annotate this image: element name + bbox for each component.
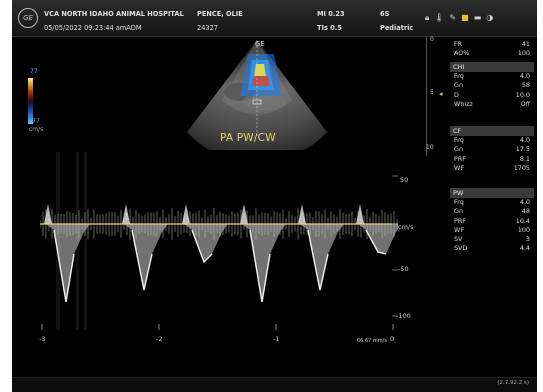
- param-row: Gn 48: [454, 207, 530, 216]
- patient-id: 24327: [197, 24, 218, 32]
- param-row: D 10.0: [454, 90, 530, 99]
- param-row: SV 3: [454, 235, 530, 244]
- beat-envelope: [53, 229, 75, 303]
- depth-label-0: 0: [430, 36, 434, 43]
- depth-scale: [426, 36, 437, 156]
- folder-icon[interactable]: ■: [461, 13, 469, 22]
- mi-value: MI 0.23: [317, 10, 345, 18]
- battery-icon[interactable]: ▬: [473, 13, 482, 22]
- beat-envelope: [365, 229, 387, 255]
- left-frame: [0, 0, 12, 392]
- doppler-beat: [184, 224, 228, 262]
- doppler-beat: [46, 224, 90, 302]
- beat-spike: [182, 204, 190, 224]
- depth-label-10: 10: [426, 144, 434, 151]
- time-label-0: 0: [390, 335, 395, 343]
- header-icons: 🔒︎ 🌡︎ ✎ ■ ▬ ◑: [425, 13, 493, 23]
- beat-spike: [356, 204, 364, 224]
- param-row: PRF 8.1: [454, 154, 530, 163]
- chi-params-panel: CHI Frq 4.0 Gn 58 D 10.0 Whizz Off: [450, 62, 534, 109]
- power-icon[interactable]: ◑: [486, 13, 494, 22]
- param-row: Frq 4.0: [454, 136, 530, 144]
- cf-params-panel: CF Frq 4.0 Gn 17.5 PRF 8.1 WF 1705: [450, 126, 534, 173]
- spectral-doppler-trace: [40, 152, 398, 330]
- time-label-minus2: -2: [156, 335, 163, 343]
- probe-name: 6S: [380, 10, 390, 18]
- doppler-beat: [124, 224, 168, 290]
- param-row: WF 1705: [454, 163, 530, 172]
- velocity-label-minus100: -100: [396, 312, 411, 320]
- param-row: WF 100: [454, 225, 530, 234]
- doppler-beat: [300, 224, 344, 290]
- sweep-speed: 66.67 mm/s: [357, 338, 387, 344]
- software-version: (2.7.92.2 s): [497, 380, 529, 386]
- colorbar-unit: cm/s: [29, 126, 44, 133]
- lock-icon[interactable]: 🔒︎: [425, 13, 430, 22]
- param-row: Gn 58: [454, 81, 530, 90]
- beat-envelope: [191, 229, 213, 264]
- param-row: AO% 100: [454, 49, 530, 58]
- param-row: Frq 4.0: [454, 72, 530, 80]
- beat-envelope: [131, 229, 153, 291]
- right-frame: [537, 0, 543, 392]
- mode-label: PA PW/CW: [220, 132, 276, 144]
- velocity-label-50: 50: [400, 176, 409, 184]
- thermometer-icon[interactable]: 🌡︎: [434, 13, 445, 22]
- tis-value: TIs 0.5: [317, 24, 342, 32]
- beat-envelope: [307, 229, 329, 291]
- ge-logo-icon: GE: [18, 8, 38, 28]
- velocity-unit-label: cm/s: [398, 223, 414, 231]
- param-row: Frq 4.0: [454, 198, 530, 206]
- ultrasound-screen: GE VCA NORTH IDAHO ANIMAL HOSPITAL PENCE…: [12, 0, 537, 392]
- param-row: FR 41: [454, 40, 530, 48]
- patient-name: PENCE, OLIE: [197, 10, 243, 18]
- param-row: Whizz Off: [454, 99, 530, 108]
- trace-gap: [84, 152, 87, 330]
- general-params-panel: FR 41 AO% 100: [450, 40, 534, 59]
- param-row: PRF 10.4: [454, 216, 530, 225]
- beat-spike: [122, 204, 130, 224]
- chi-title: CHI: [450, 62, 534, 72]
- pw-params-panel: PW Frq 4.0 Gn 48 PRF 10.4 WF 100 SV 3 SVD 4.4: [450, 188, 534, 254]
- beat-spike: [240, 204, 248, 224]
- beat-envelope: [249, 229, 271, 303]
- colorbar-bottom-label: -77: [30, 118, 40, 125]
- footer-strip: (2.7.92.2 s): [12, 377, 537, 392]
- cf-title: CF: [450, 126, 534, 136]
- header-bar: GE VCA NORTH IDAHO ANIMAL HOSPITAL PENCE…: [12, 0, 537, 37]
- colorbar-top-label: 77: [30, 68, 38, 75]
- depth-label-5: 5: [430, 89, 434, 96]
- time-label-minus1: -1: [273, 335, 280, 343]
- pw-title: PW: [450, 188, 534, 198]
- time-label-minus3: -3: [39, 335, 46, 343]
- ge-orientation-marker: GE: [255, 40, 265, 48]
- tools-icon[interactable]: ✎: [449, 13, 457, 22]
- focus-marker[interactable]: ◂: [439, 90, 443, 98]
- hospital-name: VCA NORTH IDAHO ANIMAL HOSPITAL: [44, 10, 184, 18]
- exam-datetime: 05/05/2022 09:23:44 amADM: [44, 24, 142, 32]
- param-row: Gn 17.5: [454, 145, 530, 154]
- velocity-colorbar: [28, 78, 33, 124]
- doppler-beat: [358, 224, 398, 254]
- param-row: SVD 4.4: [454, 244, 530, 253]
- preset-name: Pediatric: [380, 24, 414, 32]
- doppler-beat: [242, 224, 286, 302]
- color-doppler-sector: [187, 40, 327, 150]
- beat-spike: [44, 204, 52, 224]
- velocity-label-minus50: -50: [398, 265, 409, 273]
- beat-spike: [298, 204, 306, 224]
